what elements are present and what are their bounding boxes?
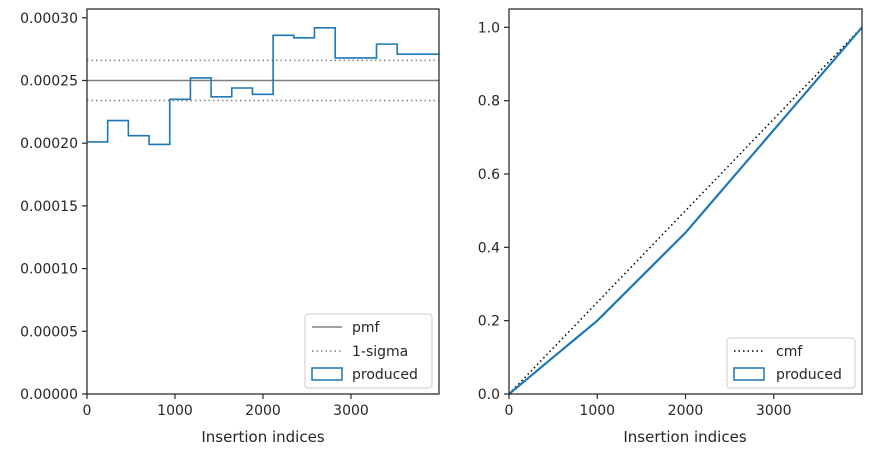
y-tick-label: 0.00005 xyxy=(20,324,78,340)
legend-produced-label: produced xyxy=(352,367,418,383)
legend-produced-cumulative-swatch xyxy=(733,367,765,381)
left-legend: pmf 1-sigma produced xyxy=(304,313,433,389)
right-x-axis-label: Insertion indices xyxy=(623,428,746,446)
legend-cmf-label: cmf xyxy=(776,344,803,360)
y-tick-label: 0.00000 xyxy=(20,387,78,403)
left-x-axis-label: Insertion indices xyxy=(201,428,324,446)
legend-produced-swatch xyxy=(311,367,343,381)
x-tick-label: 3000 xyxy=(756,403,792,419)
x-tick-label: 1000 xyxy=(157,403,193,419)
y-tick-label: 0.8 xyxy=(478,94,500,110)
produced-step-series xyxy=(87,27,439,146)
y-tick-label: 0.6 xyxy=(478,167,500,183)
x-tick-label: 0 xyxy=(505,403,514,419)
left-axes-frame xyxy=(86,8,440,395)
cmf-cumulative-chart: 0 1000 2000 3000 0.0 0.2 0.4 0.6 0.8 1.0 Inserti… xyxy=(478,8,863,446)
right-axes-frame xyxy=(508,8,863,395)
right-legend-box xyxy=(726,337,856,389)
x-tick-label: 2000 xyxy=(245,403,281,419)
y-tick-label: 0.00025 xyxy=(20,73,78,89)
x-tick-label: 2000 xyxy=(668,403,704,419)
cmf-line xyxy=(508,26,863,395)
left-legend-box xyxy=(304,313,433,389)
right-plot-area xyxy=(508,26,863,395)
right-legend: cmf produced xyxy=(726,337,856,389)
right-x-ticks: 0 1000 2000 3000 xyxy=(505,394,792,419)
x-tick-label: 3000 xyxy=(333,403,369,419)
y-tick-label: 0.4 xyxy=(478,240,500,256)
y-tick-label: 0.00020 xyxy=(20,136,78,152)
x-tick-label: 1000 xyxy=(579,403,615,419)
left-x-ticks: 0 1000 2000 3000 xyxy=(83,394,369,419)
x-tick-label: 0 xyxy=(83,403,92,419)
y-tick-label: 1.0 xyxy=(478,20,500,36)
y-tick-label: 0.2 xyxy=(478,314,500,330)
y-tick-label: 0.0 xyxy=(478,387,500,403)
y-tick-label: 0.00015 xyxy=(20,199,78,215)
legend-sigma-label: 1-sigma xyxy=(352,344,408,360)
produced-cumulative-line xyxy=(508,26,863,395)
y-tick-label: 0.00030 xyxy=(20,11,78,27)
legend-produced-cumulative-label: produced xyxy=(776,367,842,383)
left-y-ticks: 0.00000 0.00005 0.00010 0.00015 0.00020 0.000… xyxy=(20,11,87,403)
legend-pmf-label: pmf xyxy=(352,320,381,336)
pmf-histogram-chart: 0 1000 2000 3000 0.000000.000050.000100.000… xyxy=(20,8,440,446)
right-y-ticks: 0.0 0.2 0.4 0.6 0.8 1.0 xyxy=(478,20,509,403)
left-plot-area xyxy=(87,27,439,146)
y-tick-label: 0.00010 xyxy=(20,262,78,278)
